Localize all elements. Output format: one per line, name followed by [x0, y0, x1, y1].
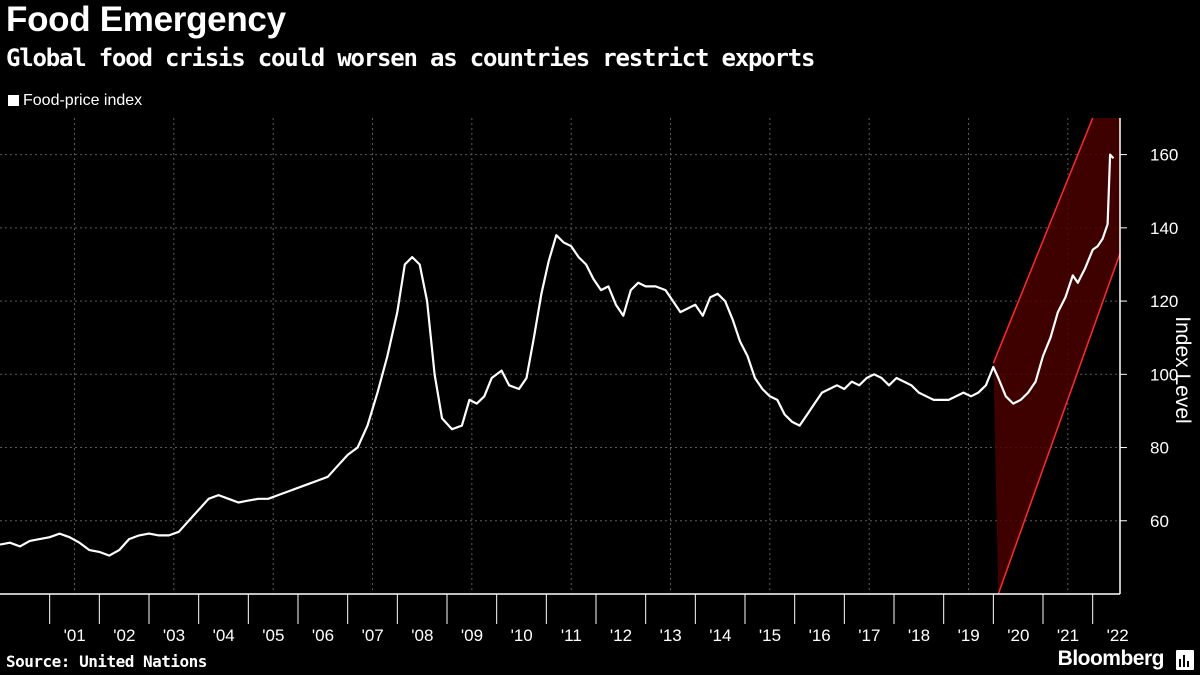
x-tick-label: '02	[113, 626, 135, 645]
y-tick-label: 120	[1150, 292, 1178, 311]
x-tick-label: '16	[809, 626, 831, 645]
x-tick-label: '09	[461, 626, 483, 645]
x-tick-label: '14	[709, 626, 731, 645]
legend: Food-price index	[8, 92, 142, 110]
trend-channel	[992, 117, 1121, 595]
y-tick-label: 60	[1150, 512, 1169, 531]
x-tick-label: '10	[511, 626, 533, 645]
chart-subtitle: Global food crisis could worsen as count…	[6, 44, 815, 72]
bloomberg-terminal-icon	[1176, 650, 1194, 670]
grid-layer	[0, 118, 1120, 594]
legend-swatch	[8, 95, 19, 106]
x-tick-label: '18	[908, 626, 930, 645]
y-tick-label: 80	[1150, 439, 1169, 458]
legend-label: Food-price index	[23, 92, 143, 109]
x-tick-label: '11	[561, 626, 582, 645]
x-tick-label: '20	[1007, 626, 1029, 645]
trend-channel-lower-line	[997, 253, 1121, 595]
series-layer	[0, 153, 1115, 557]
x-tick-label: '03	[163, 626, 185, 645]
chart-title: Food Emergency	[6, 0, 286, 39]
x-tick-label: '05	[262, 626, 284, 645]
x-tick-label: '17	[858, 626, 880, 645]
y-tick-label: 160	[1150, 146, 1178, 165]
x-tick-label: '07	[362, 626, 384, 645]
x-tick-label: '13	[660, 626, 682, 645]
axis-layer: 60 80 100 120 140 160 '01 '02 '03 '04 '05 '06 '07 '08…	[0, 118, 1178, 645]
y-tick-label: 100	[1150, 365, 1178, 384]
brand-logo: Bloomberg	[1057, 647, 1165, 670]
x-tick-label: '15	[759, 626, 781, 645]
x-tick-label: '08	[411, 626, 433, 645]
x-tick-label: '04	[213, 626, 235, 645]
y-tick-label: 140	[1150, 219, 1178, 238]
x-tick-label: '06	[312, 626, 334, 645]
x-tick-label: '01	[64, 626, 86, 645]
x-tick-label: '12	[610, 626, 632, 645]
trend-channel-fill	[993, 118, 1120, 594]
x-tick-label: '21	[1057, 626, 1079, 645]
x-tick-label: '22	[1107, 626, 1129, 645]
y-axis-label: Index Level	[1171, 316, 1194, 423]
x-tick-label: '19	[958, 626, 980, 645]
trend-channel-upper-line	[992, 117, 1094, 364]
series-line-food-price-index	[0, 153, 1115, 557]
source-note: Source: United Nations	[6, 652, 207, 671]
